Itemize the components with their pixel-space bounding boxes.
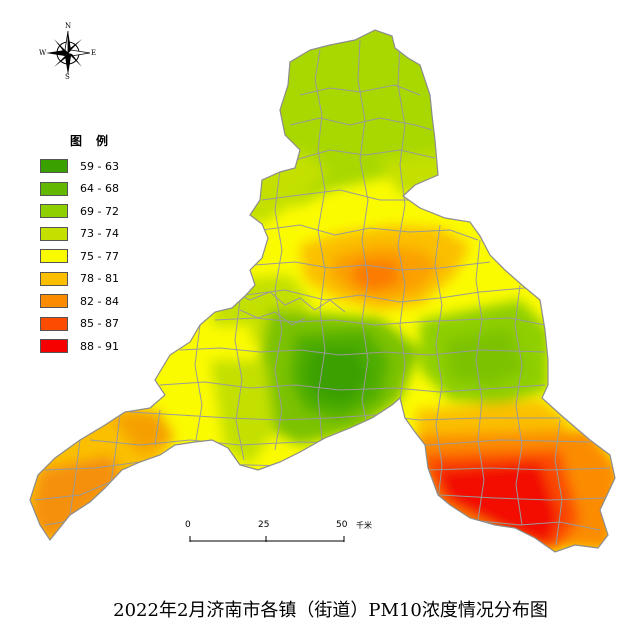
legend-label: 69 - 72: [80, 204, 119, 218]
legend-item: 88 - 91: [40, 335, 150, 358]
scale-bar: 0 25 50 千米: [185, 520, 388, 550]
north-arrow-compass: N S W E: [39, 22, 97, 81]
scale-unit-label: 千米: [356, 521, 372, 530]
legend-swatch: [40, 159, 68, 174]
legend-swatch: [40, 204, 68, 219]
legend-swatch: [40, 316, 68, 331]
compass-e-label: E: [91, 49, 97, 57]
legend-item: 73 - 74: [40, 223, 150, 246]
compass-n-label: N: [65, 22, 72, 30]
legend-title: 图例: [70, 134, 123, 148]
legend-item: 59 - 63: [40, 155, 150, 178]
scale-bar-line: [189, 536, 345, 542]
legend-label: 82 - 84: [80, 294, 119, 308]
scale-tick-label: 0: [185, 520, 191, 530]
legend-swatch: [40, 271, 68, 286]
map-legend: 图例 59 - 63 64 - 68 69 - 72 73 - 74 75 - …: [40, 132, 150, 358]
legend-label: 73 - 74: [80, 227, 119, 241]
legend-item: 82 - 84: [40, 290, 150, 313]
map-caption: 2022年2月济南市各镇（街道）PM10浓度情况分布图: [113, 600, 548, 621]
legend-item: 69 - 72: [40, 200, 150, 223]
legend-label: 85 - 87: [80, 317, 119, 331]
legend-label: 64 - 68: [80, 182, 119, 196]
legend-items: 59 - 63 64 - 68 69 - 72 73 - 74 75 - 77 …: [40, 155, 150, 358]
legend-item: 85 - 87: [40, 313, 150, 336]
legend-swatch: [40, 226, 68, 241]
compass-w-label: W: [39, 49, 47, 57]
compass-rose-icon: [46, 30, 91, 75]
legend-item: 75 - 77: [40, 245, 150, 268]
legend-label: 59 - 63: [80, 159, 119, 173]
scale-tick-label: 25: [258, 520, 270, 530]
compass-s-label: S: [65, 73, 70, 81]
legend-swatch: [40, 249, 68, 264]
legend-label: 88 - 91: [80, 339, 119, 353]
legend-label: 75 - 77: [80, 249, 119, 263]
legend-item: 64 - 68: [40, 178, 150, 201]
legend-swatch: [40, 181, 68, 196]
legend-swatch: [40, 339, 68, 354]
legend-label: 78 - 81: [80, 272, 119, 286]
scale-tick-label: 50: [336, 520, 348, 530]
legend-item: 78 - 81: [40, 268, 150, 291]
legend-swatch: [40, 294, 68, 309]
